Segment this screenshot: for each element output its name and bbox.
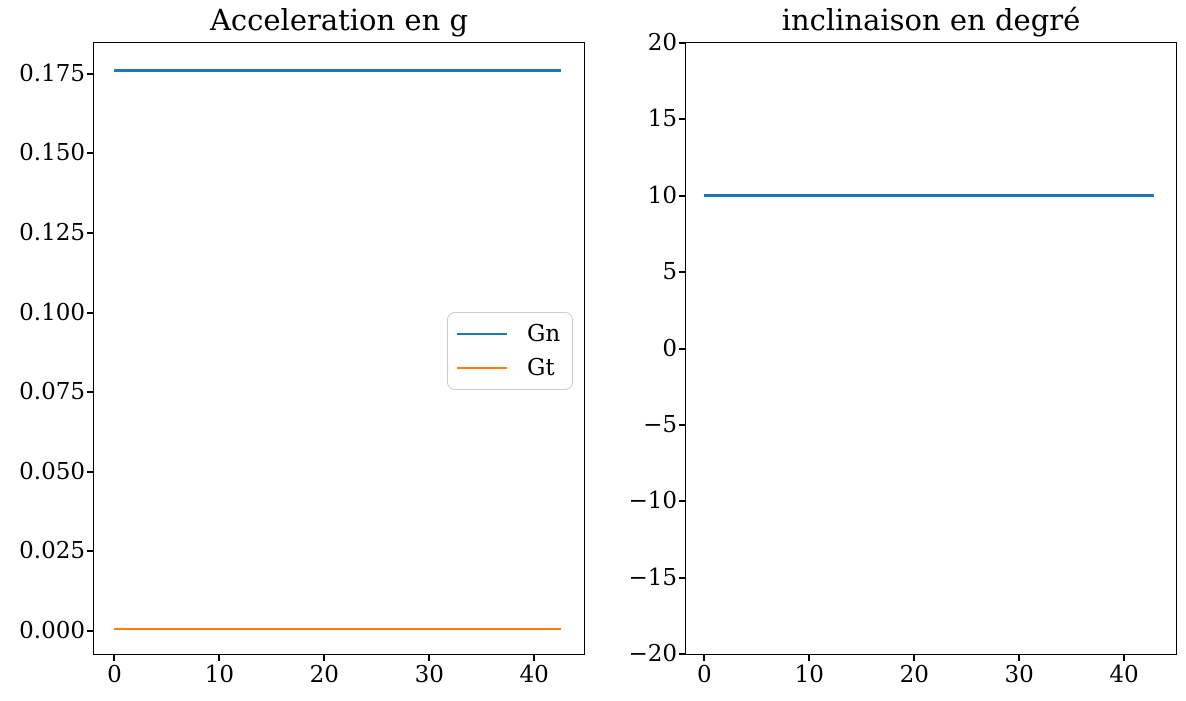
y-tick-label: −15 [628, 564, 677, 591]
x-tick-label: 40 [1109, 662, 1139, 688]
y-tick-mark [679, 347, 686, 350]
x-tick-mark [703, 654, 706, 661]
y-tick-label: 0.150 [19, 140, 85, 167]
legend-label: Gt [527, 354, 555, 381]
x-tick-mark [808, 654, 811, 661]
x-tick-mark [913, 654, 916, 661]
y-tick-label: 0.025 [19, 538, 85, 565]
y-tick-mark [679, 118, 686, 121]
y-tick-label: 0 [662, 335, 677, 362]
series-line-gn [114, 69, 562, 72]
y-tick-label: 0.175 [19, 60, 85, 87]
x-tick-mark [533, 654, 536, 661]
chart-title-inclinaison: inclinaison en degré [781, 3, 1081, 37]
x-tick-mark [113, 654, 116, 661]
y-tick-label: −20 [628, 641, 677, 667]
x-tick-mark [218, 654, 221, 661]
y-tick-mark [87, 630, 94, 633]
y-tick-mark [87, 470, 94, 473]
series-line-inclinaison [704, 194, 1155, 198]
legend-item-gt: Gt [457, 354, 562, 381]
y-tick-mark [679, 500, 686, 503]
y-tick-mark [87, 311, 94, 314]
x-tick-label: 30 [414, 662, 444, 688]
x-tick-mark [1018, 654, 1021, 661]
y-tick-mark [679, 423, 686, 426]
legend-line-sample [457, 366, 507, 370]
y-tick-mark [87, 152, 94, 155]
y-tick-label: −5 [643, 411, 677, 438]
y-tick-label: 0.000 [19, 618, 85, 645]
y-tick-mark [679, 653, 686, 655]
y-tick-label: 10 [647, 182, 677, 209]
axes-inclinaison: inclinaison en degré 0 10 20 30 40 −20 −15 −10 −… [628, 3, 1177, 688]
x-tick-mark [323, 654, 326, 661]
y-tick-label: 15 [647, 106, 677, 133]
x-tick-label: 10 [794, 662, 824, 688]
x-tick-mark [428, 654, 431, 661]
x-tick-label: 40 [519, 662, 549, 688]
series-line-gt [114, 627, 562, 631]
y-tick-label: 0.125 [19, 219, 85, 246]
y-tick-mark [87, 550, 94, 553]
x-tick-mark [1123, 654, 1126, 661]
y-tick-mark [87, 231, 94, 234]
y-tick-mark [87, 391, 94, 394]
y-tick-mark [679, 194, 686, 197]
y-tick-mark [679, 271, 686, 274]
y-tick-label: 20 [647, 30, 677, 56]
y-tick-mark [87, 72, 94, 75]
legend-label: Gn [527, 320, 561, 347]
legend-item-gn: Gn [457, 320, 562, 347]
x-tick-label: 0 [107, 662, 122, 688]
axes-acceleration: Acceleration en g 0 10 20 30 40 0.000 0.025 0.0… [19, 3, 585, 688]
y-tick-mark [679, 42, 686, 44]
y-tick-label: 0.100 [19, 299, 85, 326]
y-tick-label: 0.075 [19, 379, 85, 406]
y-tick-label: 0.050 [19, 458, 85, 485]
x-tick-label: 30 [1004, 662, 1034, 688]
x-tick-label: 20 [899, 662, 929, 688]
x-tick-label: 10 [204, 662, 235, 688]
x-tick-label: 20 [309, 662, 339, 688]
x-tick-label: 0 [697, 662, 712, 688]
y-tick-mark [679, 576, 686, 579]
legend-box: Gn Gt [447, 312, 573, 390]
y-tick-label: −10 [628, 488, 677, 515]
chart-title-acceleration: Acceleration en g [209, 3, 469, 37]
y-tick-label: 5 [662, 259, 677, 286]
legend-line-sample [457, 332, 507, 336]
